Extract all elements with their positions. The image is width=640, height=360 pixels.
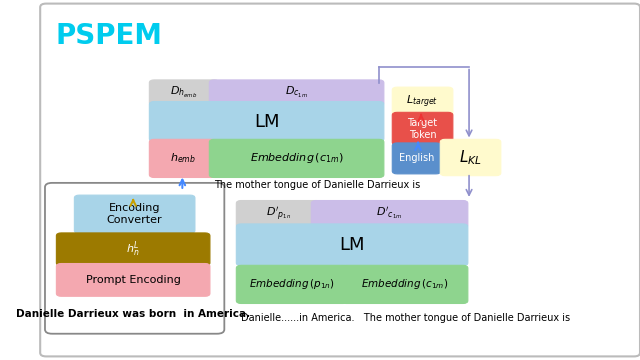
Text: $D_{h_{emb}}$: $D_{h_{emb}}$ xyxy=(170,85,198,100)
Text: LM: LM xyxy=(254,113,280,131)
Text: English: English xyxy=(399,153,435,163)
Text: $D_{c_{1m}}$: $D_{c_{1m}}$ xyxy=(285,85,308,100)
Text: LM: LM xyxy=(339,236,365,254)
FancyBboxPatch shape xyxy=(392,143,441,174)
FancyBboxPatch shape xyxy=(209,139,384,177)
FancyBboxPatch shape xyxy=(149,102,384,141)
FancyBboxPatch shape xyxy=(236,201,321,228)
FancyBboxPatch shape xyxy=(392,112,453,145)
Text: Target
Token: Target Token xyxy=(408,118,438,140)
FancyBboxPatch shape xyxy=(311,201,468,228)
Text: PSPEM: PSPEM xyxy=(55,22,162,50)
Text: $L_{target}$: $L_{target}$ xyxy=(406,94,438,110)
Text: $\mathit{Embedding}\,(c_{1m})$: $\mathit{Embedding}\,(c_{1m})$ xyxy=(250,152,344,165)
FancyBboxPatch shape xyxy=(74,195,195,233)
FancyBboxPatch shape xyxy=(392,87,453,116)
FancyBboxPatch shape xyxy=(56,233,210,266)
Text: The mother tongue of Danielle Darrieux is: The mother tongue of Danielle Darrieux i… xyxy=(214,180,420,190)
FancyBboxPatch shape xyxy=(45,183,225,334)
FancyBboxPatch shape xyxy=(209,80,384,105)
Text: $\mathit{Embedding}\,(c_{1m})$: $\mathit{Embedding}\,(c_{1m})$ xyxy=(361,278,448,291)
Text: Danielle Darrieux was born  in America.: Danielle Darrieux was born in America. xyxy=(16,309,250,319)
Text: $h^L_n$: $h^L_n$ xyxy=(126,239,140,259)
Text: Danielle......in America.   The mother tongue of Danielle Darrieux is: Danielle......in America. The mother ton… xyxy=(241,312,570,323)
Text: $h_{emb}$: $h_{emb}$ xyxy=(170,152,196,165)
FancyBboxPatch shape xyxy=(56,264,210,296)
Text: $\mathit{Embedding}\,(p_{1n})$: $\mathit{Embedding}\,(p_{1n})$ xyxy=(249,278,335,291)
FancyBboxPatch shape xyxy=(40,4,640,356)
FancyBboxPatch shape xyxy=(341,265,468,303)
FancyBboxPatch shape xyxy=(236,265,348,303)
Text: $L_{KL}$: $L_{KL}$ xyxy=(459,148,482,167)
Text: $D'_{p_{1n}}$: $D'_{p_{1n}}$ xyxy=(266,206,291,223)
FancyBboxPatch shape xyxy=(149,80,219,105)
Text: $D'_{c_{1m}}$: $D'_{c_{1m}}$ xyxy=(376,206,403,222)
FancyBboxPatch shape xyxy=(440,139,501,176)
FancyBboxPatch shape xyxy=(236,224,468,266)
Text: Encoding
Converter: Encoding Converter xyxy=(107,203,163,225)
Text: Prompt Encoding: Prompt Encoding xyxy=(86,275,180,285)
FancyBboxPatch shape xyxy=(149,139,216,177)
